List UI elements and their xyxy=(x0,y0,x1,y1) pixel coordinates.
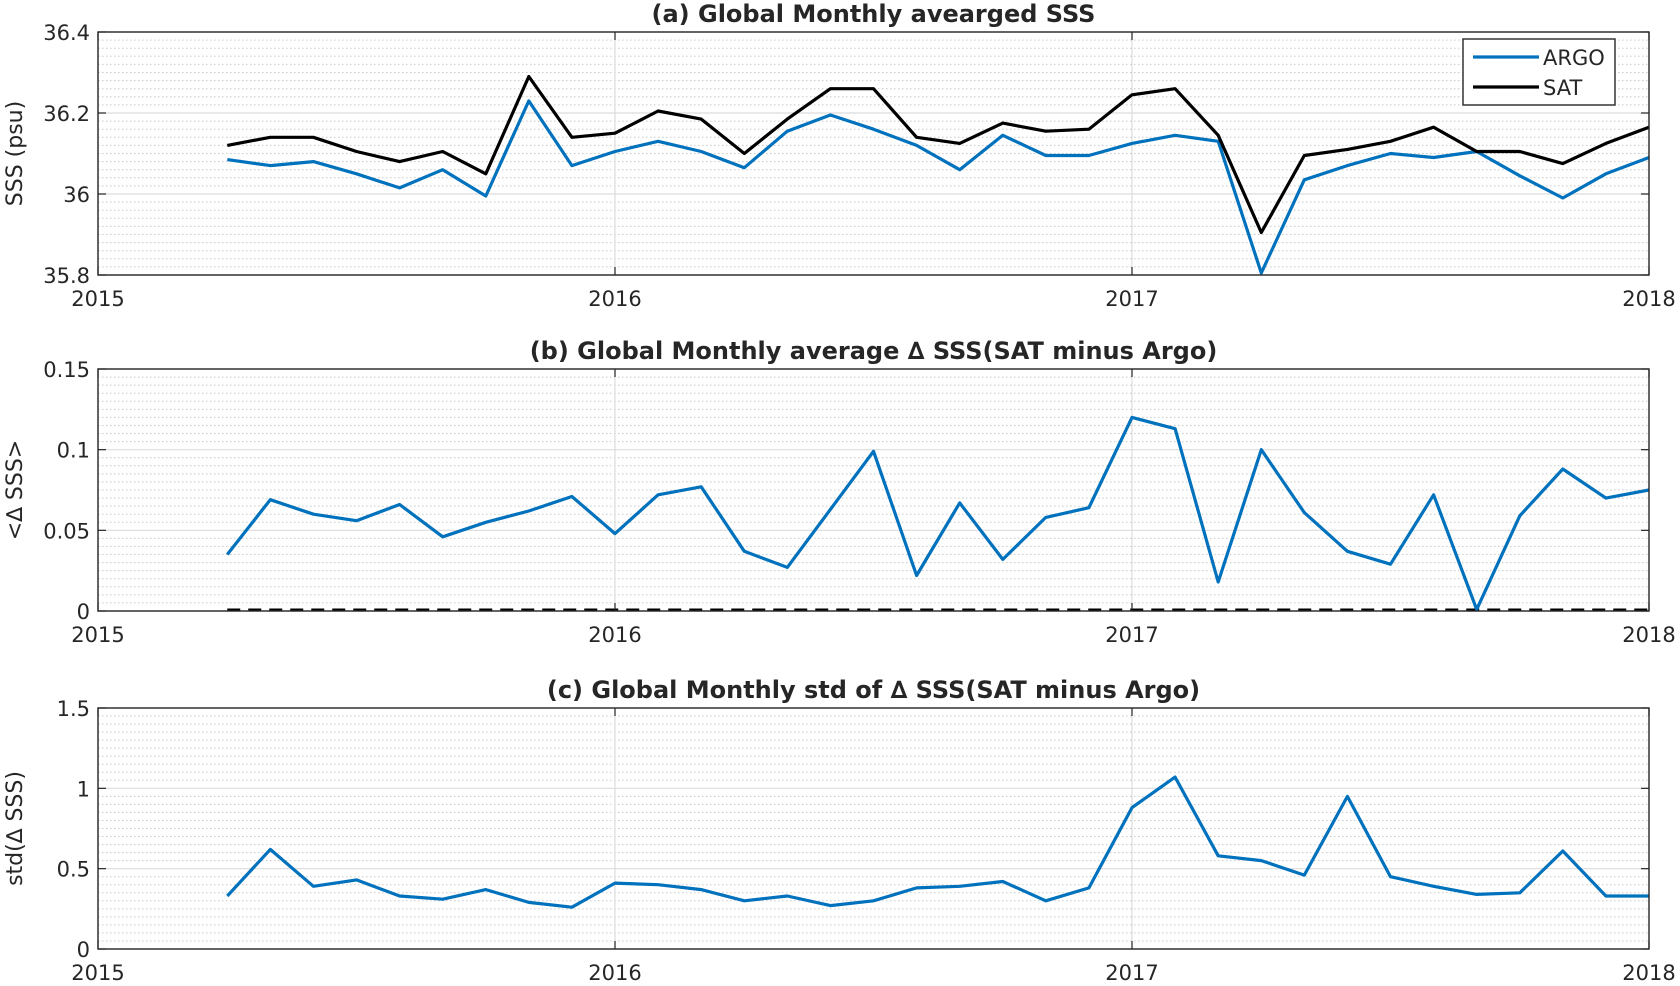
y-tick-label: 36 xyxy=(63,183,90,207)
x-tick-label: 2017 xyxy=(1105,623,1158,647)
axes-box xyxy=(97,707,1650,950)
y-axis-label: <∆ SSS> xyxy=(3,440,28,540)
y-tick-label: 0.5 xyxy=(57,858,90,882)
y-tick-label: 0 xyxy=(77,938,90,962)
y-tick-label: 35.8 xyxy=(43,264,90,288)
y-tick-label: 36.4 xyxy=(43,21,90,45)
chart-title: (b) Global Monthly average ∆ SSS(SAT min… xyxy=(530,337,1218,365)
chart-title: (c) Global Monthly std of ∆ SSS(SAT minu… xyxy=(547,676,1200,704)
x-tick-label: 2018 xyxy=(1622,287,1675,311)
y-tick-label: 0.15 xyxy=(43,358,90,382)
series-line-delta-sss xyxy=(226,415,1650,612)
axes-box xyxy=(97,368,1650,612)
y-tick-label: 1 xyxy=(77,777,90,801)
series-line-delta-sss xyxy=(226,775,1649,909)
y-tick-label: 0 xyxy=(77,600,90,624)
panel-c: 0 0.5 1 1.5 2015 2016 2017 2018 (c) Global Month… xyxy=(3,676,1676,985)
y-axis-label: SSS (psu) xyxy=(3,101,28,206)
x-tick-label: 2015 xyxy=(71,961,124,982)
y-tick-label: 36.2 xyxy=(43,102,90,126)
legend: ARGO SAT xyxy=(1462,38,1616,106)
series-line-sat xyxy=(227,74,1650,235)
y-axis-label: std(∆ SSS) xyxy=(3,771,28,886)
x-tick-label: 2015 xyxy=(71,287,124,311)
y-tick-label: 0.1 xyxy=(57,439,90,463)
x-tick-label: 2018 xyxy=(1622,623,1675,647)
legend-label-argo: ARGO xyxy=(1543,46,1605,70)
x-tick-label: 2017 xyxy=(1105,961,1158,982)
x-tick-label: 2018 xyxy=(1622,961,1675,982)
x-tick-label: 2016 xyxy=(588,287,641,311)
series-line-argo xyxy=(227,99,1650,275)
chart-title: (a) Global Monthly avearged SSS xyxy=(652,0,1096,28)
y-tick-label: 1.5 xyxy=(57,697,90,721)
x-tick-label: 2016 xyxy=(588,623,641,647)
panel-a: 35.8 36 36.2 36.4 2015 2016 2017 2018 (a) Global… xyxy=(3,0,1676,311)
x-tick-label: 2016 xyxy=(588,961,641,982)
axes-box xyxy=(97,31,1650,276)
x-tick-label: 2017 xyxy=(1105,287,1158,311)
legend-box xyxy=(1462,38,1616,106)
panel-b: 0 0.05 0.1 0.15 2015 2016 2017 2018 (b) Global M… xyxy=(3,337,1676,647)
y-tick-label: 0.05 xyxy=(43,519,90,543)
legend-label-sat: SAT xyxy=(1543,76,1582,100)
x-tick-label: 2015 xyxy=(71,623,124,647)
